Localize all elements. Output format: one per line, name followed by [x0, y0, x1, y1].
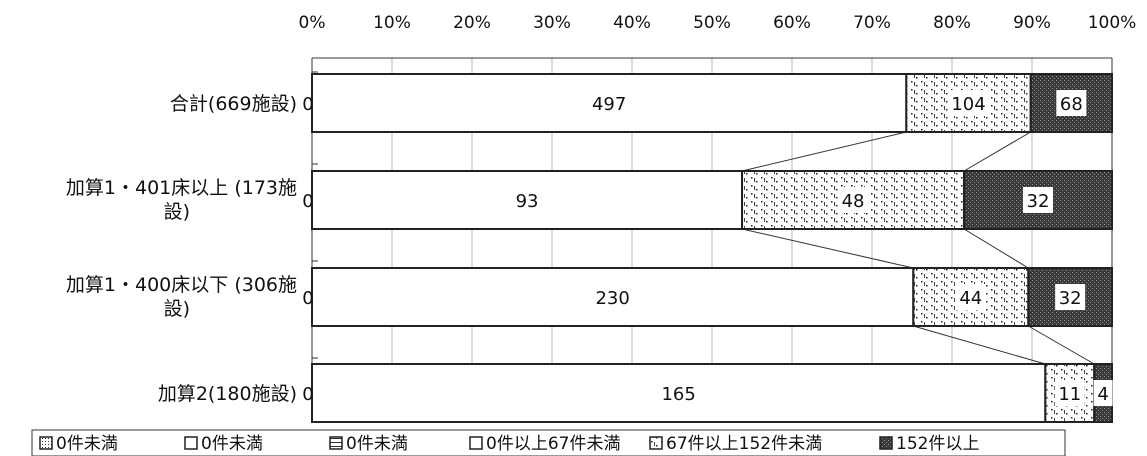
series-connector [741, 131, 907, 172]
data-label-box [1056, 90, 1087, 116]
legend-label: 0件未満 [201, 434, 263, 454]
data-label-box [1093, 380, 1113, 406]
data-label-box [955, 284, 986, 310]
legend-swatch [649, 436, 663, 450]
data-label: 68 [1060, 94, 1083, 115]
data-label: 230 [595, 288, 629, 309]
series-connector [963, 228, 1029, 269]
bar-segment [311, 363, 1047, 423]
data-label: 4 [1097, 384, 1108, 405]
x-tick-label: 40% [613, 13, 651, 33]
legend-label: 152件以上 [896, 434, 979, 454]
category-label-line: 加算1・400床以下 (306施 [66, 274, 297, 296]
data-label-box [1055, 284, 1086, 310]
data-label: 11 [1058, 384, 1081, 405]
x-tick-label: 30% [533, 13, 571, 33]
category-label: 加算1・401床以上 (173施設) [66, 177, 297, 223]
legend-label: 0件未満 [56, 434, 118, 454]
data-label: 32 [1059, 288, 1082, 309]
legend-box [31, 429, 1066, 456]
x-tick-label: 20% [453, 13, 491, 33]
data-label-box [1054, 380, 1085, 406]
series-connector [1028, 325, 1095, 365]
data-label-box [1023, 187, 1054, 213]
data-label-box [948, 90, 990, 116]
x-tick-label: 10% [373, 13, 411, 33]
data-label: 104 [951, 94, 985, 115]
x-tick-label: 80% [933, 13, 971, 33]
series-connector [741, 228, 914, 269]
legend-label: 0件未満 [346, 434, 408, 454]
data-labels: 497 104 68 0 93 48 32 0 230 44 32 0 165 11 4 0 [302, 90, 1113, 406]
data-label: 93 [516, 191, 539, 212]
category-label-line: 設) [164, 201, 190, 223]
data-label-zero: 0 [302, 94, 313, 115]
category-label: 加算1・400床以下 (306施設) [66, 274, 297, 320]
category-label: 加算2(180施設) [158, 383, 297, 405]
x-tick-label: 100% [1088, 13, 1137, 33]
legend: 0件未満 0件未満 0件未満 0件以上67件未満 67件以上152件未満 152件以上 [31, 429, 1066, 456]
legend-swatch [39, 436, 53, 450]
legend-swatch [469, 436, 483, 450]
legend-swatch [329, 436, 343, 450]
legend-swatch [879, 436, 893, 450]
x-tick-label: 50% [693, 13, 731, 33]
x-axis-ticks: 0% 10% 20% 30% 40% 50% 60% 70% 80% 90% 100% [299, 13, 1137, 33]
data-label: 497 [592, 94, 626, 115]
bars [311, 73, 1114, 423]
data-label-zero: 0 [302, 288, 313, 309]
x-tick-label: 90% [1013, 13, 1051, 33]
series-connector [963, 131, 1031, 172]
x-tick-label: 0% [299, 13, 326, 33]
data-label-zero: 0 [302, 191, 313, 212]
category-label-line: 設) [164, 298, 190, 320]
series-lines [741, 131, 1095, 365]
data-label: 32 [1027, 191, 1050, 212]
legend-label: 67件以上152件未満 [666, 434, 822, 454]
x-tick-label: 60% [773, 13, 811, 33]
category-label-line: 加算1・401床以上 (173施 [66, 177, 297, 199]
data-label-box [838, 187, 869, 213]
data-label: 44 [959, 288, 982, 309]
bar-segment [311, 170, 744, 230]
data-label: 48 [842, 191, 865, 212]
x-tick-label: 70% [853, 13, 891, 33]
series-connector [913, 325, 1046, 365]
legend-swatch [184, 436, 198, 450]
legend-label: 0件以上67件未満 [486, 434, 620, 454]
category-labels: 合計(669施設)加算1・401床以上 (173施設)加算1・400床以下 (3… [66, 93, 297, 405]
category-label: 合計(669施設) [170, 93, 297, 115]
data-label-zero: 0 [302, 384, 313, 405]
data-label: 165 [661, 384, 695, 405]
